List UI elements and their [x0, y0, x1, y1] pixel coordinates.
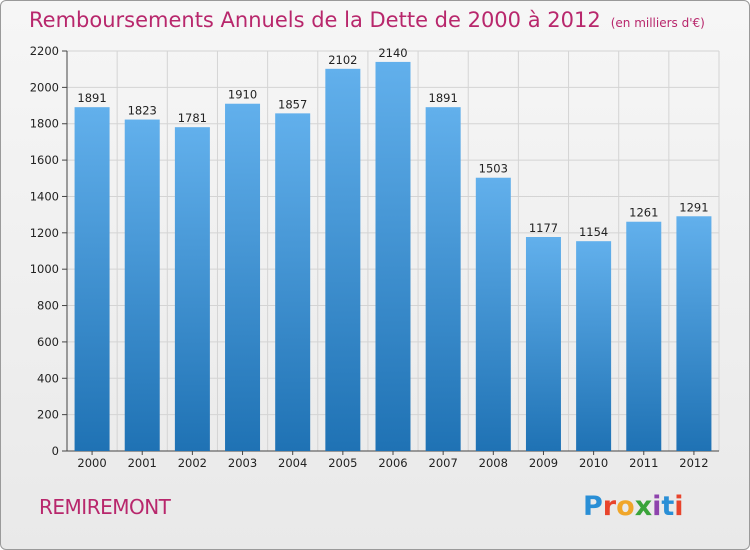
value-label-2001: 1823	[128, 104, 157, 118]
y-tick-label: 1600	[30, 153, 59, 167]
y-tick-label: 1400	[30, 189, 59, 203]
value-label-2000: 1891	[77, 91, 106, 105]
chart-title-text: Remboursements Annuels de la Dette de 20…	[29, 8, 601, 32]
logo-letter: o	[616, 491, 635, 522]
logo-letter: r	[602, 491, 617, 522]
value-label-2003: 1910	[228, 88, 257, 102]
y-tick-label: 2000	[30, 80, 59, 94]
bar-2008	[475, 177, 511, 451]
y-tick-label: 2200	[30, 44, 59, 58]
bar-2010	[576, 241, 612, 451]
tick-labels: 0 200 400 600 800 1000 1200 1400 1600 1800 2000 220…	[30, 44, 709, 470]
x-tick-label-2009: 2009	[529, 456, 558, 470]
bar-2004	[275, 113, 311, 451]
value-label-2011: 1261	[629, 206, 658, 220]
chart-unit-label: (en milliers d'€)	[610, 16, 705, 30]
bar-2002	[174, 127, 210, 451]
x-tick-label-2000: 2000	[77, 456, 106, 470]
value-labels: 1891 1823 1781 1910 1857 2102 2140 1891 1503 1177…	[77, 46, 708, 239]
x-tick-label-2001: 2001	[128, 456, 157, 470]
bar-2005	[325, 68, 361, 452]
y-tick-label: 200	[37, 408, 59, 422]
x-tick-label-2010: 2010	[579, 456, 608, 470]
y-tick-label: 600	[37, 335, 59, 349]
y-tick-label: 1200	[30, 226, 59, 240]
x-tick-label-2005: 2005	[328, 456, 357, 470]
y-tick-label: 1000	[30, 262, 59, 276]
value-label-2002: 1781	[178, 111, 207, 125]
x-tick-label-2007: 2007	[429, 456, 458, 470]
y-tick-label: 800	[37, 299, 59, 313]
y-tick-label: 0	[52, 444, 59, 458]
proxiti-logo: Proxiti	[583, 491, 684, 522]
value-label-2004: 1857	[278, 97, 307, 111]
x-tick-label-2012: 2012	[679, 456, 708, 470]
x-tick-label-2011: 2011	[629, 456, 658, 470]
town-name: REMIREMONT	[39, 495, 171, 519]
logo-letter: P	[583, 491, 603, 522]
bars	[74, 61, 712, 452]
chart-title: Remboursements Annuels de la Dette de 20…	[29, 8, 705, 32]
logo-letter: i	[652, 491, 662, 522]
bar-2009	[525, 237, 561, 451]
value-label-2009: 1177	[529, 221, 558, 235]
bar-2007	[425, 107, 461, 451]
x-tick-label-2003: 2003	[228, 456, 257, 470]
x-tick-label-2002: 2002	[178, 456, 207, 470]
bar-2012	[676, 216, 712, 451]
x-tick-label-2004: 2004	[278, 456, 307, 470]
value-label-2007: 1891	[429, 91, 458, 105]
value-label-2010: 1154	[579, 225, 608, 239]
value-label-2006: 2140	[378, 46, 407, 60]
bar-2001	[124, 119, 160, 451]
y-tick-label: 400	[37, 371, 59, 385]
logo-letter: i	[674, 491, 684, 522]
x-tick-label-2008: 2008	[479, 456, 508, 470]
value-label-2012: 1291	[679, 200, 708, 214]
value-label-2005: 2102	[328, 53, 357, 67]
bar-2011	[626, 221, 662, 451]
logo-letter: x	[634, 491, 653, 522]
value-label-2008: 1503	[479, 162, 508, 176]
bar-2000	[74, 107, 110, 451]
bar-2003	[225, 103, 261, 452]
logo-letter: t	[661, 491, 675, 522]
x-tick-label-2006: 2006	[378, 456, 407, 470]
y-tick-label: 1800	[30, 117, 59, 131]
bar-2006	[375, 61, 411, 452]
